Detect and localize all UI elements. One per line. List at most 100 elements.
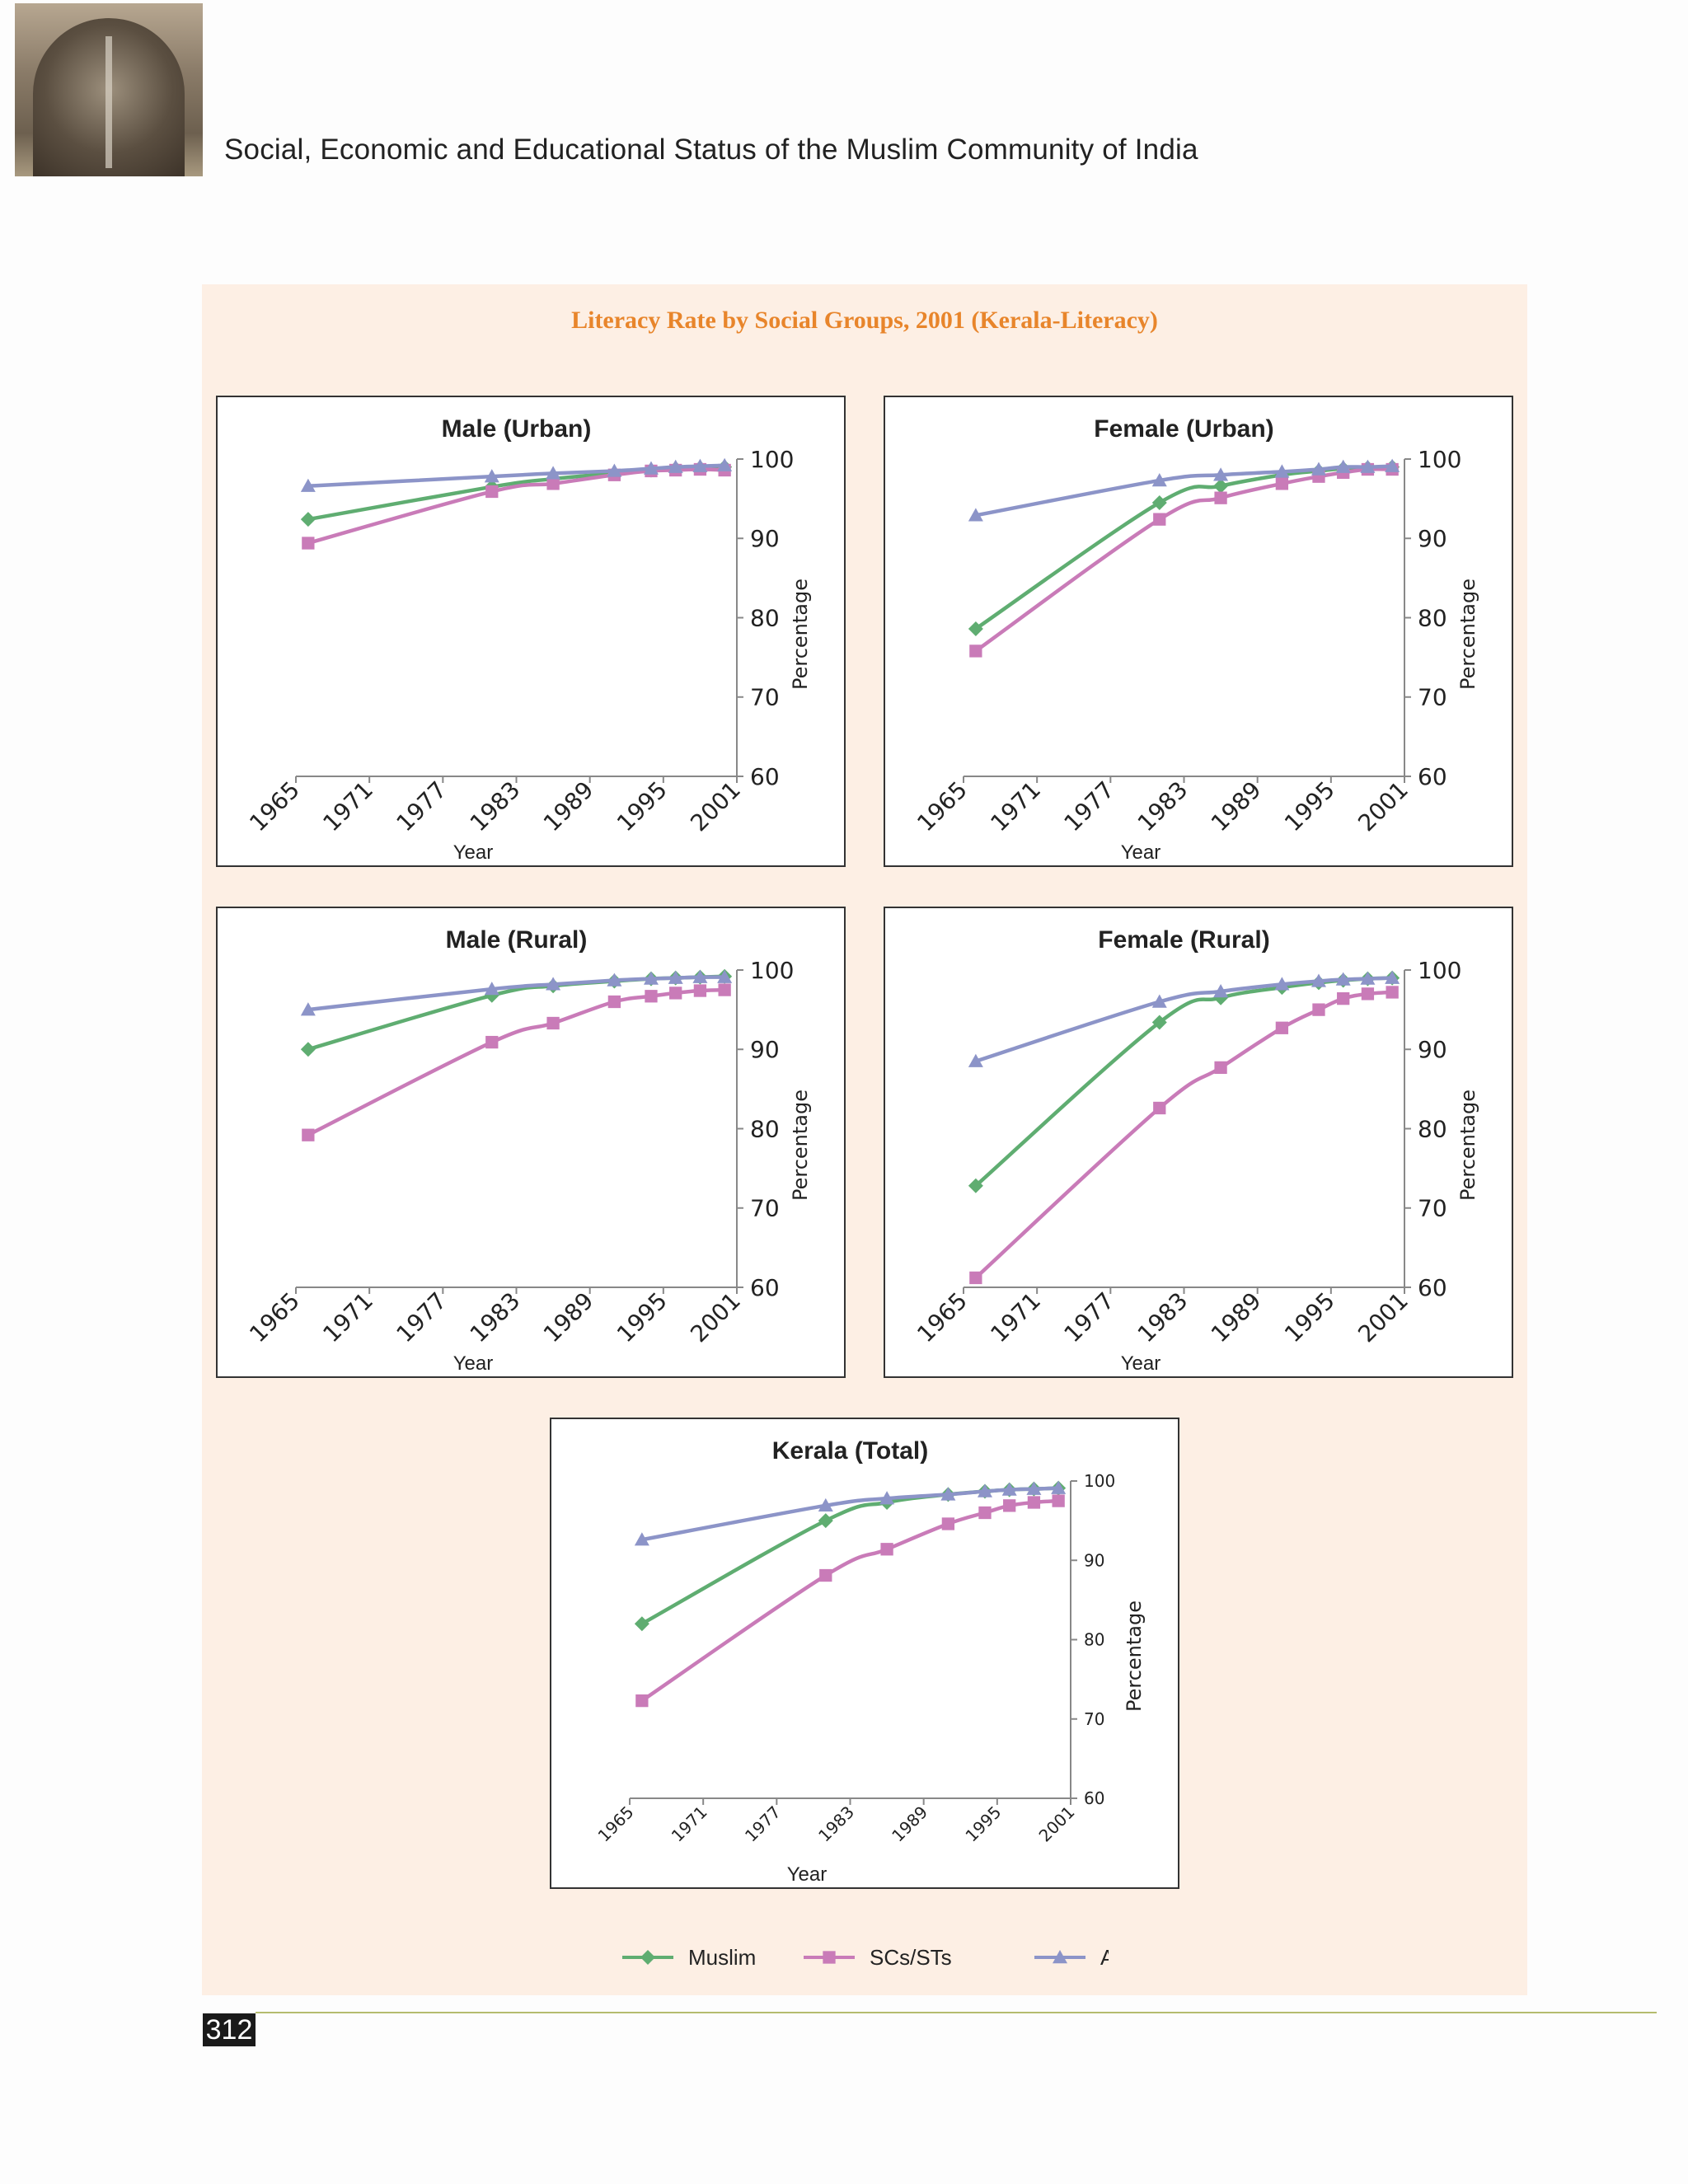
data-point xyxy=(1360,971,1376,985)
data-point xyxy=(818,1513,833,1529)
data-point xyxy=(634,1532,649,1546)
y-tick-label: 70 xyxy=(750,684,780,711)
x-tick-label: 1995 xyxy=(612,1287,673,1348)
y-tick-label: 80 xyxy=(750,604,780,631)
x-tick-label: 1989 xyxy=(538,776,599,837)
data-point xyxy=(645,990,658,1003)
legend-label: SCs/STs xyxy=(870,1945,952,1970)
y-tick-label: 60 xyxy=(1418,1274,1447,1301)
data-point xyxy=(643,461,659,475)
y-tick-label: 90 xyxy=(1084,1550,1104,1570)
data-point xyxy=(668,459,683,473)
series-scs-sts xyxy=(635,1494,1065,1708)
x-tick-label: 1983 xyxy=(1132,776,1193,837)
x-tick-label: 2001 xyxy=(1353,776,1414,837)
data-point xyxy=(717,969,733,983)
data-point xyxy=(819,1568,832,1582)
data-point xyxy=(1151,472,1167,487)
data-point xyxy=(693,984,707,997)
legend-item: Muslim xyxy=(622,1945,756,1970)
data-point xyxy=(977,1483,992,1497)
series-line xyxy=(974,990,1393,1280)
data-point xyxy=(940,1487,956,1501)
chart-title: Female (Rural) xyxy=(1098,926,1269,954)
chart-title: Male (Rural) xyxy=(446,926,588,954)
figure-title: Literacy Rate by Social Groups, 2001 (Ke… xyxy=(571,307,1158,334)
chart-title: Female (Urban) xyxy=(1094,415,1273,443)
x-tick-label: 1971 xyxy=(985,776,1046,837)
data-point xyxy=(879,1491,895,1505)
chart-male-rural: Male (Rural) 1965 1971 1977 1983 1989 1995 2001… xyxy=(216,907,846,1378)
data-point xyxy=(607,972,622,987)
y-tick-label: 70 xyxy=(1084,1709,1104,1729)
y-tick-label: 100 xyxy=(1418,446,1461,473)
legend-label: All Others xyxy=(1100,1945,1109,1970)
chart-female-rural: Female (Rural) 1965 1971 1977 1983 1989 1995 20… xyxy=(884,907,1513,1378)
data-point xyxy=(635,1694,649,1708)
chart-kerala-total: Kerala (Total) 1965 1971 1977 1983 1989 1995 20… xyxy=(550,1418,1179,1889)
series-line xyxy=(640,1498,1059,1703)
data-point xyxy=(968,621,983,636)
y-tick-label: 90 xyxy=(750,525,780,552)
x-tick-label: 1983 xyxy=(814,1802,858,1846)
data-point xyxy=(1337,992,1350,1005)
x-tick-label: 1977 xyxy=(392,776,452,837)
data-point xyxy=(546,466,561,480)
data-point xyxy=(968,1053,983,1067)
data-point xyxy=(1275,477,1289,490)
data-point xyxy=(485,485,499,499)
data-point xyxy=(1275,1021,1289,1034)
x-axis-label: Year xyxy=(453,1352,494,1375)
x-tick-label: 1983 xyxy=(1132,1287,1193,1348)
y-tick-label: 100 xyxy=(750,957,794,984)
data-point xyxy=(717,457,733,471)
data-point xyxy=(1153,1101,1166,1115)
y-tick-label: 80 xyxy=(750,1115,780,1142)
data-point xyxy=(818,1497,833,1512)
data-point xyxy=(968,508,983,522)
x-tick-label: 1965 xyxy=(912,776,973,837)
data-point xyxy=(484,469,499,483)
x-tick-label: 2001 xyxy=(1353,1287,1414,1348)
data-point xyxy=(1213,478,1229,494)
data-point xyxy=(1311,973,1326,987)
data-point xyxy=(1385,458,1400,472)
x-tick-label: 1989 xyxy=(1206,776,1267,837)
series-scs-sts xyxy=(969,462,1399,658)
x-tick-label: 1965 xyxy=(594,1802,638,1846)
y-tick-label: 90 xyxy=(750,1036,780,1063)
y-tick-label: 70 xyxy=(1418,1195,1447,1222)
x-tick-label: 1965 xyxy=(244,1287,305,1348)
legend-label: Muslim xyxy=(688,1945,756,1970)
y-tick-label: 100 xyxy=(1084,1471,1115,1491)
series-line xyxy=(975,976,1393,1063)
x-tick-label: 1983 xyxy=(465,1287,526,1348)
legend-item: All Others xyxy=(1034,1945,1194,1970)
header-photo xyxy=(15,3,203,176)
series-muslim xyxy=(300,968,733,1057)
data-point xyxy=(546,1016,560,1030)
data-point xyxy=(607,995,621,1009)
y-tick-label: 80 xyxy=(1418,1115,1447,1142)
data-point xyxy=(302,537,315,550)
x-tick-label: 1989 xyxy=(888,1802,931,1846)
data-point xyxy=(300,512,316,527)
chart-female-urban: Female (Urban) 1965 1971 1977 1983 1989 1995 20… xyxy=(884,396,1513,867)
data-point xyxy=(634,1616,649,1632)
tree-lattice xyxy=(106,36,112,168)
x-axis-label: Year xyxy=(787,1863,828,1886)
data-point xyxy=(1335,972,1351,986)
page-number: 312 xyxy=(203,2013,256,2046)
legend-marker xyxy=(823,1951,836,1964)
data-point xyxy=(1003,1499,1016,1512)
chart-svg: Female (Rural) 1965 1971 1977 1983 1989 1995 20… xyxy=(912,926,1479,1375)
x-tick-label: 1995 xyxy=(612,776,673,837)
chart-title: Kerala (Total) xyxy=(772,1437,928,1465)
data-point xyxy=(978,1506,992,1520)
y-tick-label: 60 xyxy=(750,763,780,790)
data-point xyxy=(1360,459,1376,473)
page-rule xyxy=(256,2012,1657,2013)
data-point xyxy=(1153,513,1166,526)
series-line xyxy=(307,987,725,1137)
y-tick-label: 60 xyxy=(1418,763,1447,790)
